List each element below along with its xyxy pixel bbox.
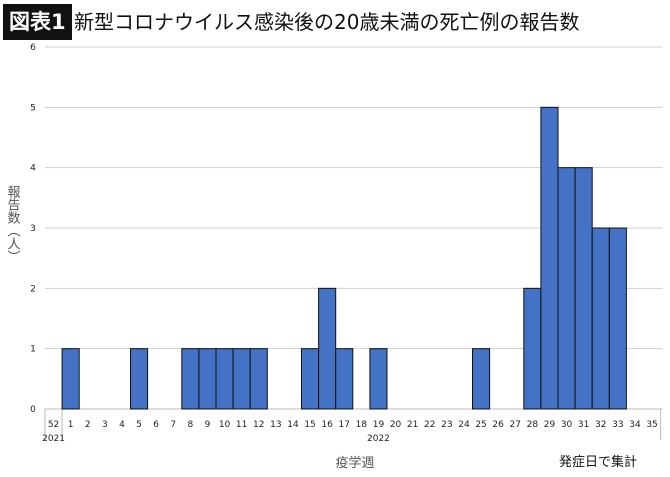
- bar-week-32: [591, 227, 610, 410]
- x-tick-label: 25: [475, 420, 486, 430]
- year-label: 2022: [367, 434, 390, 444]
- x-tick-label: 32: [595, 420, 606, 430]
- x-tick-label: 27: [510, 420, 521, 430]
- bar-week-1: [61, 348, 80, 410]
- y-tick-label: 2: [30, 284, 36, 294]
- x-tick-label: 15: [304, 420, 315, 430]
- bar-week-28: [523, 287, 542, 410]
- x-tick-label: 28: [527, 420, 539, 430]
- y-tick-label: 6: [30, 43, 36, 53]
- x-tick-label: 21: [407, 420, 418, 430]
- y-tick-label: 4: [30, 164, 36, 174]
- x-tick-label: 30: [561, 420, 573, 430]
- x-tick-label: 12: [253, 420, 264, 430]
- y-tick-label: 3: [30, 224, 36, 234]
- chart-title: 新型コロナウイルス感染後の20歳未満の死亡例の報告数: [74, 10, 580, 34]
- x-tick-label: 17: [339, 420, 350, 430]
- bar-week-17: [335, 348, 354, 410]
- bar-week-16: [318, 287, 337, 410]
- y-tick-label: 5: [30, 103, 36, 113]
- x-tick-label: 34: [629, 420, 641, 430]
- bar-week-9: [198, 348, 217, 410]
- x-tick-label: 31: [578, 420, 589, 430]
- bar-week-15: [301, 348, 320, 410]
- bar-week-8: [181, 348, 200, 410]
- bar-week-11: [232, 348, 251, 410]
- bar-week-25: [472, 348, 491, 410]
- x-tick-label: 14: [287, 420, 299, 430]
- chart-note: 発症日で集計: [559, 454, 637, 470]
- x-tick-label: 18: [356, 420, 368, 430]
- bar-week-33: [608, 227, 627, 410]
- bar-week-29: [540, 106, 559, 410]
- x-tick-label: 13: [270, 420, 281, 430]
- x-tick-label: 11: [236, 420, 247, 430]
- x-tick-label: 29: [544, 420, 556, 430]
- bar-week-10: [215, 348, 234, 410]
- bar-week-31: [574, 167, 593, 410]
- year-label: 2021: [42, 434, 65, 444]
- y-axis-label: 報告数（人）: [5, 185, 21, 263]
- x-tick-label: 26: [492, 420, 504, 430]
- bar-week-30: [557, 167, 576, 410]
- x-tick-label: 5: [136, 420, 142, 430]
- x-tick-label: 8: [187, 420, 193, 430]
- x-tick-label: 16: [321, 420, 333, 430]
- x-tick-label: 7: [170, 420, 176, 430]
- x-tick-label: 22: [424, 420, 435, 430]
- x-tick-label: 33: [612, 420, 623, 430]
- bar-week-5: [130, 348, 149, 410]
- x-tick-label: 52: [48, 420, 59, 430]
- x-tick-label: 24: [458, 420, 470, 430]
- x-tick-label: 23: [441, 420, 452, 430]
- y-tick-label: 1: [30, 345, 36, 355]
- x-tick-label: 3: [102, 420, 108, 430]
- bar-week-12: [249, 348, 268, 410]
- x-tick-label: 4: [119, 420, 125, 430]
- figure-badge: 図表1: [3, 4, 72, 40]
- x-tick-label: 6: [153, 420, 159, 430]
- x-tick-label: 9: [205, 420, 211, 430]
- x-tick-label: 1: [68, 420, 74, 430]
- x-tick-label: 2: [85, 420, 91, 430]
- y-tick-label: 0: [30, 405, 36, 415]
- x-tick-label: 35: [646, 420, 657, 430]
- x-tick-label: 20: [390, 420, 402, 430]
- x-axis-label: 疫学週: [335, 455, 374, 471]
- bar-week-19: [369, 348, 388, 410]
- x-tick-label: 19: [373, 420, 385, 430]
- x-tick-label: 10: [219, 420, 231, 430]
